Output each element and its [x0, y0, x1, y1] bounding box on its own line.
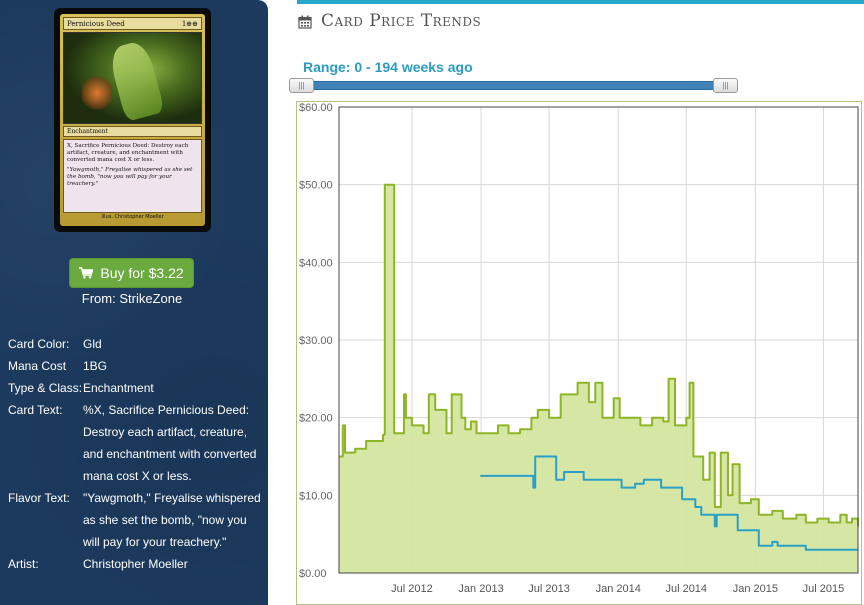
detail-label: Mana Cost [8, 359, 67, 373]
detail-label: Flavor Text: [8, 491, 70, 505]
detail-row-artist: Artist: Christopher Moeller [8, 553, 264, 575]
price-chart-svg: $0.00 $10.00 $20.00 $30.00 $40.00 $50.00 $60.0… [299, 102, 859, 595]
x-tick-label: Jul 2014 [665, 583, 707, 595]
series-line-1 [480, 455, 858, 551]
y-tick-label: $30.00 [299, 335, 333, 347]
detail-label: Card Text: [8, 403, 63, 417]
vendor-label: From: StrikeZone [81, 291, 183, 306]
card-frame: Pernicious Deed 1⊕⊕ Enchantment X, Sacri… [60, 14, 205, 226]
detail-row-type: Type & Class: Enchantment [8, 377, 264, 399]
section-top-rule [297, 0, 864, 4]
y-tick-label: $0.00 [299, 568, 327, 580]
x-tick-label: Jan 2015 [733, 583, 778, 595]
detail-value: %X, Sacrifice Pernicious Deed: Destroy e… [83, 403, 257, 483]
x-tick-label: Jul 2013 [528, 583, 570, 595]
detail-value: "Yawgmoth," Freyalise whispered as she s… [83, 491, 261, 549]
card-textbox: X, Sacrifice Pernicious Deed: Destroy ea… [63, 139, 202, 213]
detail-label: Card Color: [8, 337, 70, 351]
buy-button[interactable]: Buy for $3.22 [69, 258, 194, 288]
x-tick-label: Jul 2015 [803, 583, 845, 595]
art-figure [106, 39, 166, 122]
cart-icon [79, 267, 94, 279]
card-rules-text: X, Sacrifice Pernicious Deed: Destroy ea… [67, 143, 189, 163]
card-mana-symbols: 1⊕⊕ [181, 19, 198, 28]
card-flavor-text: "Yawgmoth," Freyalise whispered as she s… [67, 167, 193, 187]
detail-value: Enchantment [83, 381, 154, 395]
y-tick-label: $40.00 [299, 257, 333, 269]
detail-row-color: Card Color: Gld [8, 333, 264, 355]
card-name: Pernicious Deed [67, 19, 125, 28]
series-line-0 [339, 183, 859, 527]
range-slider-track[interactable] [298, 81, 736, 90]
x-tick-label: Jan 2014 [596, 583, 641, 595]
buy-button-label: Buy for $3.22 [100, 265, 184, 281]
range-slider-handle-right[interactable]: ||| [713, 78, 738, 93]
price-chart: $0.00 $10.00 $20.00 $30.00 $40.00 $50.00 $60.0… [296, 101, 862, 605]
detail-value: 1BG [83, 359, 108, 373]
calendar-icon [298, 15, 312, 34]
card-info-panel: Pernicious Deed 1⊕⊕ Enchantment X, Sacri… [0, 0, 268, 605]
x-tick-label: Jul 2012 [391, 583, 433, 595]
card-details: Card Color: Gld Mana Cost 1BG Type & Cla… [8, 333, 264, 575]
detail-value: Gld [83, 337, 102, 351]
card-image: Pernicious Deed 1⊕⊕ Enchantment X, Sacri… [54, 8, 211, 232]
plot-border [338, 106, 859, 574]
y-tick-label: $50.00 [299, 180, 333, 192]
card-type-line: Enchantment [63, 126, 202, 137]
range-slider-handle-left[interactable]: ||| [289, 78, 314, 93]
card-footer: Illus. Christopher Moeller [101, 214, 164, 220]
detail-value: Christopher Moeller [83, 557, 188, 571]
detail-row-card-text: Card Text: %X, Sacrifice Pernicious Deed… [8, 399, 264, 487]
detail-label: Artist: [8, 557, 39, 571]
y-tick-label: $10.00 [299, 490, 333, 502]
detail-row-mana-cost: Mana Cost 1BG [8, 355, 264, 377]
series-area-0 [339, 184, 858, 573]
x-tick-label: Jan 2013 [458, 583, 503, 595]
card-art [63, 32, 202, 124]
detail-row-flavor-text: Flavor Text: "Yawgmoth," Freyalise whisp… [8, 487, 264, 553]
card-name-bar: Pernicious Deed 1⊕⊕ [63, 17, 202, 30]
art-glow [82, 73, 112, 113]
section-title: Card Price Trends [321, 11, 482, 31]
y-tick-label: $20.00 [299, 413, 333, 425]
range-label: Range: 0 - 194 weeks ago [303, 59, 473, 75]
detail-label: Type & Class: [8, 381, 83, 395]
y-tick-label: $60.00 [299, 102, 333, 114]
